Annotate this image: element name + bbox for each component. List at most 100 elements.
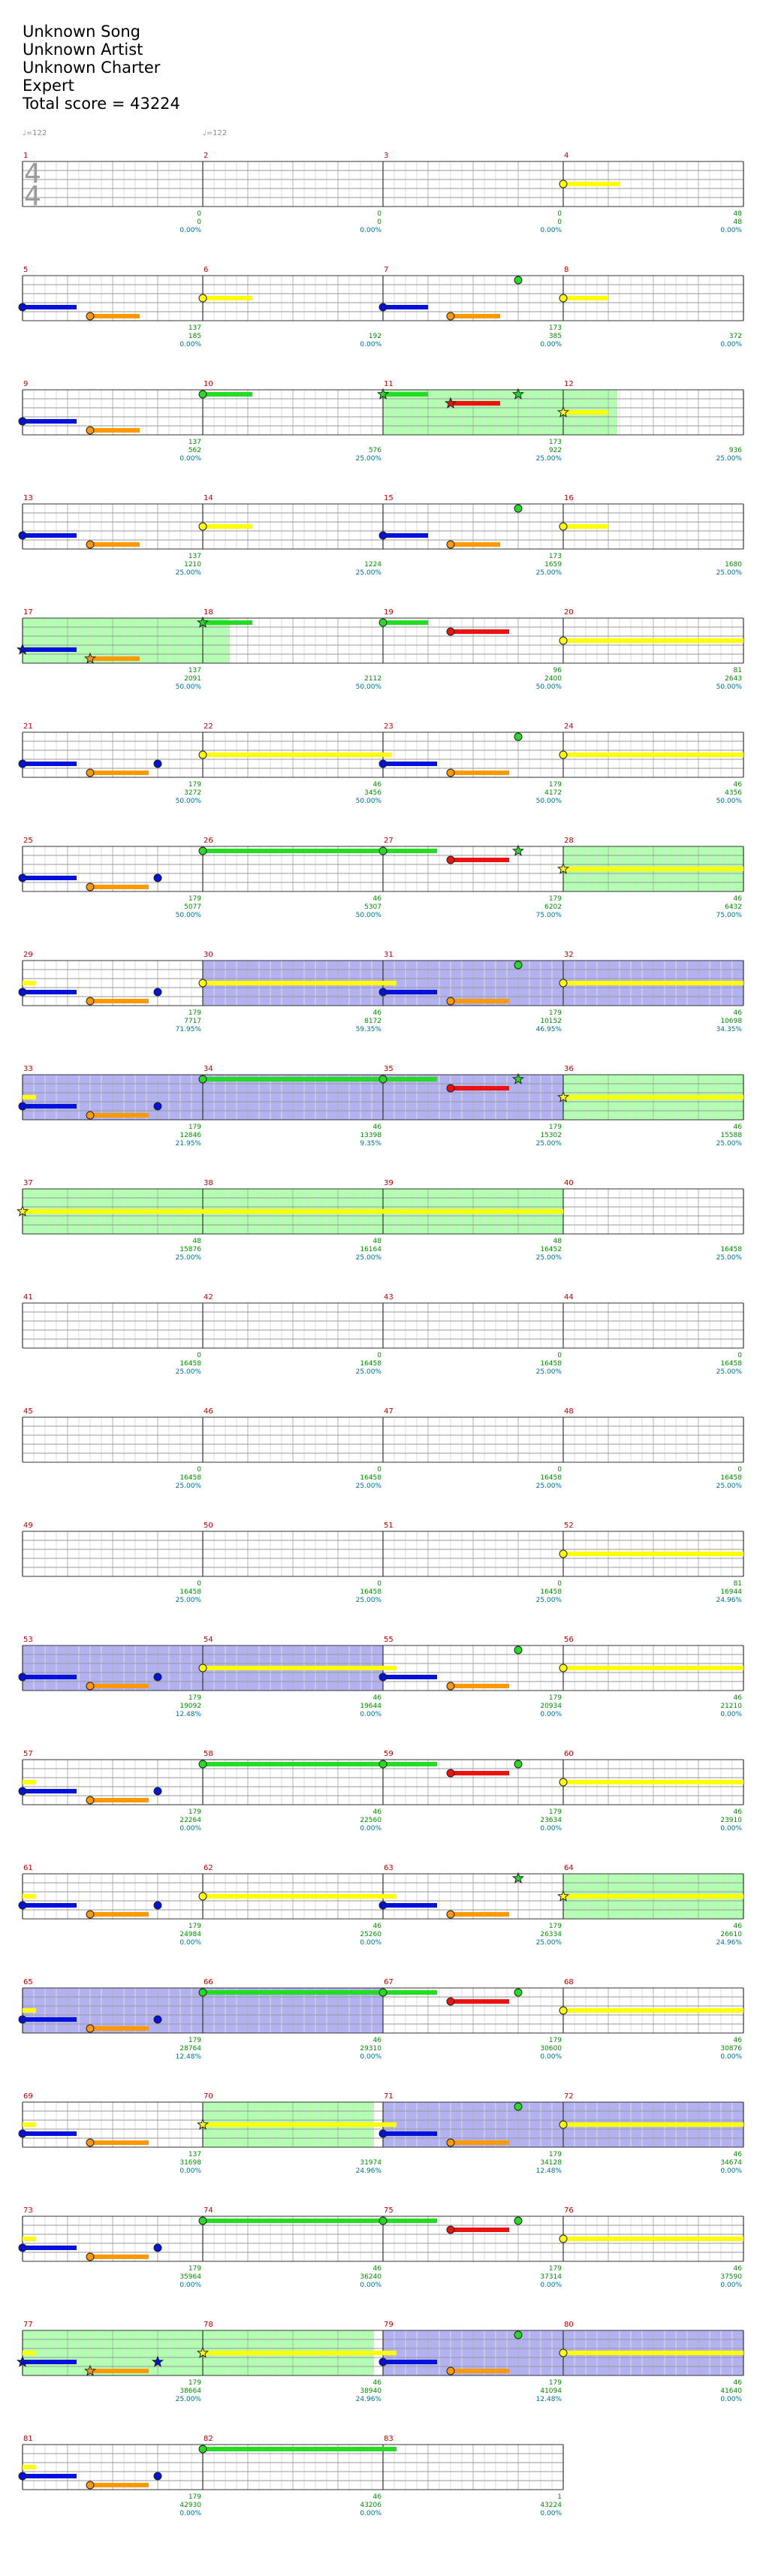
measure-number: 82 bbox=[204, 2435, 213, 2443]
cumulative-score: 43206 bbox=[360, 2502, 381, 2509]
measure-number: 8 bbox=[564, 266, 568, 274]
tempo-marker: ♩=122 bbox=[203, 129, 228, 137]
measure-number: 4 bbox=[564, 152, 568, 160]
measure-note-score: 46 bbox=[373, 2037, 382, 2044]
measure-note-score: 179 bbox=[549, 1923, 562, 1930]
measure-number: 16 bbox=[564, 494, 574, 502]
cumulative-score: 28764 bbox=[179, 2045, 201, 2053]
measure-number: 81 bbox=[23, 2435, 33, 2443]
cumulative-score: 0 bbox=[377, 219, 381, 226]
cumulative-score: 2112 bbox=[364, 675, 381, 683]
orange-note bbox=[446, 997, 455, 1006]
sp-percentage: 25.00% bbox=[176, 569, 202, 577]
sp-percentage: 0.00% bbox=[540, 341, 562, 348]
blue-note bbox=[18, 1673, 27, 1682]
star-note bbox=[16, 2355, 29, 2367]
cumulative-score: 38940 bbox=[360, 2387, 381, 2395]
measure-number: 64 bbox=[564, 1864, 574, 1872]
sp-percentage: 25.00% bbox=[716, 455, 743, 463]
measure-number: 26 bbox=[204, 837, 213, 845]
cumulative-score: 19092 bbox=[179, 1703, 201, 1710]
difficulty-label: Expert bbox=[23, 77, 74, 95]
cumulative-score: 16458 bbox=[179, 1360, 201, 1368]
star-note bbox=[556, 1890, 570, 1902]
measure-note-score: 46 bbox=[373, 895, 382, 903]
measure-note-score: 0 bbox=[377, 210, 381, 218]
yellow-note bbox=[198, 979, 207, 988]
sp-percentage: 25.00% bbox=[536, 1254, 562, 1262]
measure-number: 25 bbox=[23, 837, 33, 845]
sp-percentage: 0.00% bbox=[179, 2282, 201, 2289]
orange-note bbox=[86, 312, 95, 321]
measure-note-score: 96 bbox=[553, 667, 562, 674]
red-note bbox=[446, 1084, 455, 1093]
sp-percentage: 0.00% bbox=[720, 2396, 742, 2403]
sp-percentage: 0.00% bbox=[720, 2167, 742, 2175]
cumulative-score: 192 bbox=[369, 333, 381, 340]
green-note bbox=[514, 1760, 523, 1769]
star-note bbox=[151, 2355, 164, 2367]
blue-note bbox=[153, 1901, 162, 1910]
measure-note-score: 179 bbox=[549, 781, 562, 789]
sp-percentage: 50.00% bbox=[176, 912, 202, 919]
measure-number: 60 bbox=[564, 1750, 574, 1758]
cumulative-score: 385 bbox=[549, 333, 562, 340]
cumulative-score: 16452 bbox=[540, 1246, 562, 1253]
measure-note-score: 179 bbox=[549, 2151, 562, 2158]
measure-number: 70 bbox=[204, 2092, 213, 2101]
measure-number: 31 bbox=[384, 951, 394, 959]
cumulative-score: 16458 bbox=[360, 1474, 381, 1482]
measure-note-score: 179 bbox=[188, 1923, 201, 1930]
sp-percentage: 50.00% bbox=[536, 798, 562, 805]
sp-percentage: 25.00% bbox=[536, 1140, 562, 1148]
measure-number: 73 bbox=[23, 2206, 33, 2215]
sp-percentage: 0.00% bbox=[360, 2510, 381, 2517]
measure-note-score: 46 bbox=[373, 1009, 382, 1017]
measure-number: 45 bbox=[23, 1407, 33, 1416]
blue-note bbox=[153, 1787, 162, 1796]
sp-percentage: 25.00% bbox=[536, 1483, 562, 1490]
measure-note-score: 179 bbox=[549, 895, 562, 903]
measure-note-score: 179 bbox=[549, 2037, 562, 2044]
blue-note bbox=[153, 2015, 162, 2024]
measure-number: 65 bbox=[23, 1978, 33, 1986]
blue-note bbox=[18, 759, 27, 768]
measure-number: 59 bbox=[384, 1750, 394, 1758]
sp-percentage: 24.96% bbox=[716, 1939, 743, 1947]
measure-number: 36 bbox=[564, 1065, 574, 1073]
measure-note-score: 0 bbox=[377, 1352, 381, 1359]
yellow-note bbox=[198, 522, 207, 531]
measure-note-score: 0 bbox=[737, 1352, 742, 1359]
sp-percentage: 12.48% bbox=[176, 2053, 202, 2061]
cumulative-score: 15588 bbox=[720, 1132, 742, 1139]
sp-percentage: 0.00% bbox=[360, 2053, 381, 2061]
measure-number: 78 bbox=[204, 2321, 213, 2329]
measure-number: 66 bbox=[204, 1978, 213, 1986]
measure-note-score: 48 bbox=[193, 1238, 202, 1245]
blue-note bbox=[153, 988, 162, 997]
cumulative-score: 16458 bbox=[540, 1360, 562, 1368]
measure-note-score: 137 bbox=[188, 2151, 201, 2158]
cumulative-score: 42930 bbox=[179, 2502, 201, 2509]
measure-number: 32 bbox=[564, 951, 574, 959]
sp-percentage: 0.00% bbox=[720, 1825, 742, 1832]
blue-note bbox=[18, 2472, 27, 2481]
orange-note bbox=[86, 540, 95, 549]
yellow-note bbox=[559, 294, 568, 303]
cumulative-score: 5307 bbox=[364, 903, 381, 911]
cumulative-score: 16458 bbox=[720, 1474, 742, 1482]
cumulative-score: 22560 bbox=[360, 1817, 381, 1824]
measure-number: 43 bbox=[384, 1293, 394, 1302]
blue-note bbox=[378, 2129, 388, 2138]
measure-note-score: 179 bbox=[188, 2037, 201, 2044]
cumulative-score: 30600 bbox=[540, 2045, 562, 2053]
measure-note-score: 179 bbox=[188, 781, 201, 789]
yellow-note bbox=[559, 750, 568, 759]
total-score: Total score = 43224 bbox=[23, 95, 180, 113]
sp-percentage: 12.48% bbox=[536, 2167, 562, 2175]
blue-note bbox=[378, 988, 388, 997]
measure-number: 80 bbox=[564, 2321, 574, 2329]
cumulative-score: 16458 bbox=[360, 1588, 381, 1596]
